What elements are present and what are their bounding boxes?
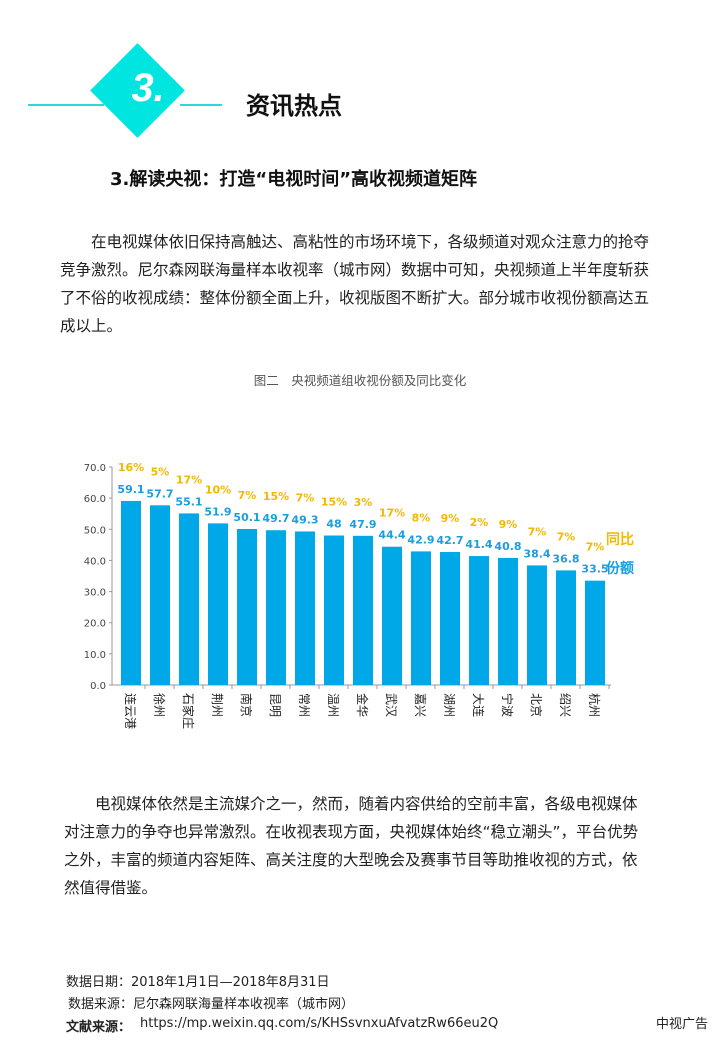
header-line-left bbox=[28, 104, 104, 106]
legend-yoy: 同比 bbox=[606, 531, 634, 548]
yoy-label: 9% bbox=[441, 512, 460, 525]
share-label: 33.5 bbox=[581, 563, 608, 576]
bar bbox=[121, 500, 141, 685]
brand-label: 中视广告 bbox=[656, 1017, 709, 1032]
yoy-label: 15% bbox=[263, 490, 289, 503]
yoy-label: 7% bbox=[238, 489, 257, 502]
y-tick-label: 60.0 bbox=[84, 494, 106, 505]
category-label: 武汉 bbox=[384, 693, 398, 717]
bar bbox=[556, 570, 576, 685]
yoy-label: 17% bbox=[176, 473, 202, 486]
bar bbox=[208, 523, 228, 685]
footer-source: 数据来源：尼尔森网联海量样本收视率（城市网） bbox=[68, 997, 355, 1012]
share-label: 49.3 bbox=[291, 513, 318, 526]
yoy-label: 10% bbox=[205, 483, 231, 496]
section-title: 资讯热点 bbox=[246, 92, 342, 120]
y-tick-label: 30.0 bbox=[84, 588, 106, 599]
bar bbox=[237, 528, 257, 685]
category-label: 宁波 bbox=[500, 693, 515, 717]
category-label: 温州 bbox=[326, 693, 340, 717]
yoy-label: 9% bbox=[499, 518, 518, 531]
bar bbox=[324, 535, 344, 685]
share-label: 44.4 bbox=[378, 529, 405, 542]
yoy-label: 16% bbox=[118, 461, 144, 474]
y-tick-label: 10.0 bbox=[84, 650, 106, 661]
bar bbox=[179, 513, 199, 685]
share-label: 59.1 bbox=[117, 483, 144, 496]
share-label: 50.1 bbox=[233, 511, 260, 524]
yoy-label: 5% bbox=[151, 465, 170, 478]
category-label: 杭州 bbox=[587, 693, 602, 717]
yoy-label: 3% bbox=[354, 496, 373, 509]
bar bbox=[527, 565, 547, 685]
share-label: 40.8 bbox=[494, 540, 521, 553]
y-tick-label: 20.0 bbox=[84, 619, 106, 630]
footer-ref-url[interactable]: https://mp.weixin.qq.com/s/KHSsvnxuAfvat… bbox=[140, 1016, 499, 1031]
share-label: 55.1 bbox=[175, 495, 202, 508]
yoy-label: 7% bbox=[528, 525, 547, 538]
legend-share: 份额 bbox=[606, 560, 634, 577]
share-label: 51.9 bbox=[204, 505, 231, 518]
category-label: 荆州 bbox=[210, 693, 224, 717]
chart-title: 图二 央视频道组收视份额及同比变化 bbox=[253, 373, 467, 388]
y-tick-label: 50.0 bbox=[84, 525, 106, 536]
share-label: 48 bbox=[326, 518, 341, 531]
bar bbox=[469, 556, 489, 685]
share-label: 42.9 bbox=[407, 533, 434, 546]
category-label: 湖州 bbox=[442, 693, 457, 717]
category-label: 金华 bbox=[355, 693, 370, 717]
yoy-label: 7% bbox=[586, 541, 605, 554]
paragraph-2: 电视媒体依然是主流媒介之一，然而，随着内容供给的空前丰富，各级电视媒体对注意力的… bbox=[64, 795, 639, 897]
share-label: 36.8 bbox=[552, 552, 579, 565]
share-label: 41.4 bbox=[465, 538, 492, 551]
footer-ref-label: 文献来源： bbox=[66, 1020, 132, 1035]
bar bbox=[498, 557, 518, 685]
y-tick-label: 70.0 bbox=[84, 463, 106, 474]
bar bbox=[150, 505, 170, 685]
category-label: 昆明 bbox=[268, 693, 282, 717]
article-subtitle: 3.解读央视：打造“电视时间”高收视频道矩阵 bbox=[110, 169, 478, 190]
category-label: 常州 bbox=[297, 693, 311, 717]
category-label: 北京 bbox=[529, 693, 543, 717]
yoy-label: 7% bbox=[557, 530, 576, 543]
footer-date: 数据日期：2018年1月1日—2018年8月31日 bbox=[66, 975, 330, 990]
bar bbox=[440, 552, 460, 685]
yoy-label: 7% bbox=[296, 491, 315, 504]
bar bbox=[266, 530, 286, 685]
yoy-label: 8% bbox=[412, 511, 431, 524]
yoy-label: 2% bbox=[470, 516, 489, 529]
share-label: 49.7 bbox=[262, 512, 289, 525]
yoy-label: 15% bbox=[321, 496, 347, 509]
y-tick-label: 0.0 bbox=[90, 681, 106, 692]
yoy-label: 17% bbox=[379, 507, 405, 520]
category-label: 嘉兴 bbox=[413, 693, 427, 717]
section-number: 3. bbox=[131, 66, 165, 110]
bar bbox=[382, 546, 402, 685]
paragraph-1: 在电视媒体依旧保持高触达、高粘性的市场环境下，各级频道对观众注意力的抢夺竞争激烈… bbox=[60, 233, 650, 335]
bar bbox=[411, 551, 431, 685]
share-label: 47.9 bbox=[349, 518, 376, 531]
category-label: 南京 bbox=[239, 693, 254, 717]
share-label: 57.7 bbox=[146, 487, 173, 500]
share-label: 42.7 bbox=[436, 534, 463, 547]
bar bbox=[353, 535, 373, 685]
bar-chart: 0.0 10.0 20.0 30.0 40.0 50.0 60.0 70.0 59.1 16% 连云… bbox=[84, 461, 634, 729]
category-label: 石家庄 bbox=[181, 693, 196, 729]
bar bbox=[585, 580, 605, 685]
category-label: 徐州 bbox=[152, 693, 167, 717]
share-label: 38.4 bbox=[523, 547, 550, 560]
bar bbox=[295, 531, 315, 685]
category-label: 大连 bbox=[471, 693, 486, 717]
category-label: 绍兴 bbox=[558, 693, 572, 717]
category-label: 连云港 bbox=[123, 693, 138, 729]
header-line-right bbox=[180, 104, 222, 106]
y-tick-label: 40.0 bbox=[84, 556, 106, 567]
